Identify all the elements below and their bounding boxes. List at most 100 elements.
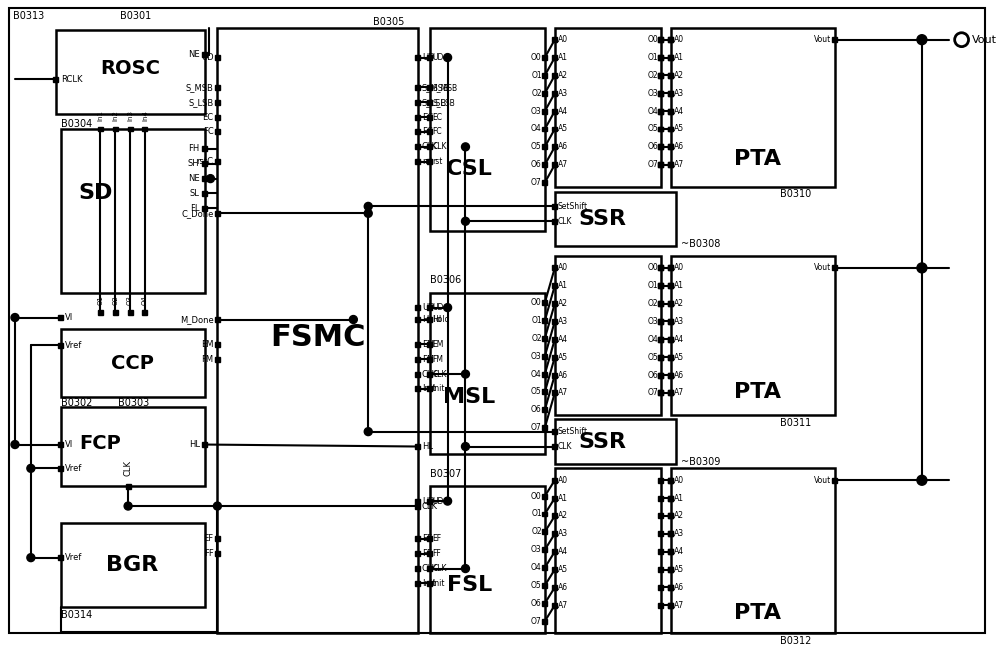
Text: A0: A0 [674, 264, 684, 273]
Text: CLK: CLK [433, 564, 447, 573]
Bar [832, 478, 837, 483]
Text: A0: A0 [558, 35, 568, 44]
Bar [542, 583, 547, 588]
Text: O0: O0 [647, 35, 658, 44]
Bar [542, 371, 547, 377]
Bar [668, 373, 673, 377]
Text: O0: O0 [531, 53, 542, 62]
Text: B0314: B0314 [61, 610, 92, 620]
Text: UD: UD [422, 53, 434, 62]
Bar [668, 127, 673, 132]
Bar [542, 300, 547, 305]
Circle shape [917, 35, 927, 45]
Text: O6: O6 [531, 405, 542, 414]
Bar [202, 147, 207, 151]
Bar [658, 127, 663, 132]
Text: A4: A4 [558, 335, 568, 344]
Bar [542, 109, 547, 114]
Bar [552, 532, 557, 536]
Bar [668, 55, 673, 60]
Bar [552, 301, 557, 306]
Bar [552, 319, 557, 324]
Bar [668, 284, 673, 288]
Text: B0313: B0313 [13, 11, 44, 21]
Bar [552, 37, 557, 42]
Bar [658, 373, 663, 377]
Text: EM: EM [201, 340, 213, 349]
Text: Init: Init [422, 579, 435, 588]
Bar [215, 85, 220, 90]
Bar [658, 37, 663, 42]
Text: A6: A6 [558, 142, 568, 151]
Text: A3: A3 [558, 89, 568, 98]
Bar [668, 144, 673, 149]
Bar [427, 144, 432, 149]
Text: A1: A1 [674, 281, 684, 290]
Text: A2: A2 [674, 299, 684, 308]
Bar [658, 337, 663, 342]
Bar [668, 373, 673, 377]
Text: PTA: PTA [734, 603, 781, 623]
Bar [658, 55, 663, 60]
Bar [668, 514, 673, 519]
Text: B0311: B0311 [780, 418, 811, 428]
Text: SSR: SSR [578, 209, 626, 229]
Bar [542, 565, 547, 570]
Text: ~B0308: ~B0308 [681, 239, 720, 249]
Text: EM: EM [422, 340, 434, 349]
Bar [658, 162, 663, 167]
Circle shape [124, 502, 132, 510]
Text: In3: In3 [127, 110, 133, 121]
Bar [668, 337, 673, 342]
Text: EC: EC [202, 112, 213, 121]
Bar [430, 293, 545, 454]
Text: O1: O1 [647, 281, 658, 290]
Circle shape [206, 174, 214, 183]
Bar [415, 536, 420, 541]
Bar [552, 219, 557, 224]
Bar [668, 319, 673, 324]
Bar [658, 91, 663, 96]
Bar [668, 301, 673, 306]
Bar [542, 336, 547, 341]
Text: HL: HL [422, 442, 433, 451]
Bar [542, 91, 547, 96]
Text: FH: FH [188, 144, 200, 153]
Text: A4: A4 [558, 107, 568, 116]
Bar [61, 407, 205, 486]
Bar [668, 355, 673, 360]
Text: O2: O2 [112, 295, 118, 305]
Text: CLK: CLK [422, 501, 438, 510]
Bar [552, 567, 557, 572]
Text: PTA: PTA [734, 382, 781, 402]
Text: CLK: CLK [558, 442, 572, 451]
Bar [658, 109, 663, 114]
Text: Vref: Vref [65, 464, 82, 473]
Text: CCP: CCP [111, 353, 154, 373]
Bar [552, 585, 557, 590]
Bar [427, 566, 432, 571]
Text: A7: A7 [674, 601, 684, 610]
Bar [415, 114, 420, 120]
Text: A2: A2 [558, 71, 568, 80]
Text: CLK: CLK [433, 142, 447, 151]
Bar [56, 30, 205, 114]
Bar [668, 390, 673, 395]
Text: Init: Init [433, 579, 445, 588]
Bar [658, 91, 663, 96]
Text: A6: A6 [558, 371, 568, 380]
Bar [668, 73, 673, 78]
Text: FM: FM [433, 355, 444, 364]
Text: SetShift: SetShift [558, 427, 588, 436]
Bar [668, 495, 673, 501]
Text: FF: FF [422, 549, 432, 558]
Bar [552, 495, 557, 501]
Bar [58, 315, 63, 320]
Text: FL: FL [190, 204, 200, 213]
Bar [668, 603, 673, 608]
Text: EF: EF [203, 534, 213, 543]
Text: UD: UD [433, 497, 444, 506]
Text: B0310: B0310 [780, 189, 811, 200]
Bar [415, 55, 420, 60]
Text: FSL: FSL [447, 576, 492, 596]
